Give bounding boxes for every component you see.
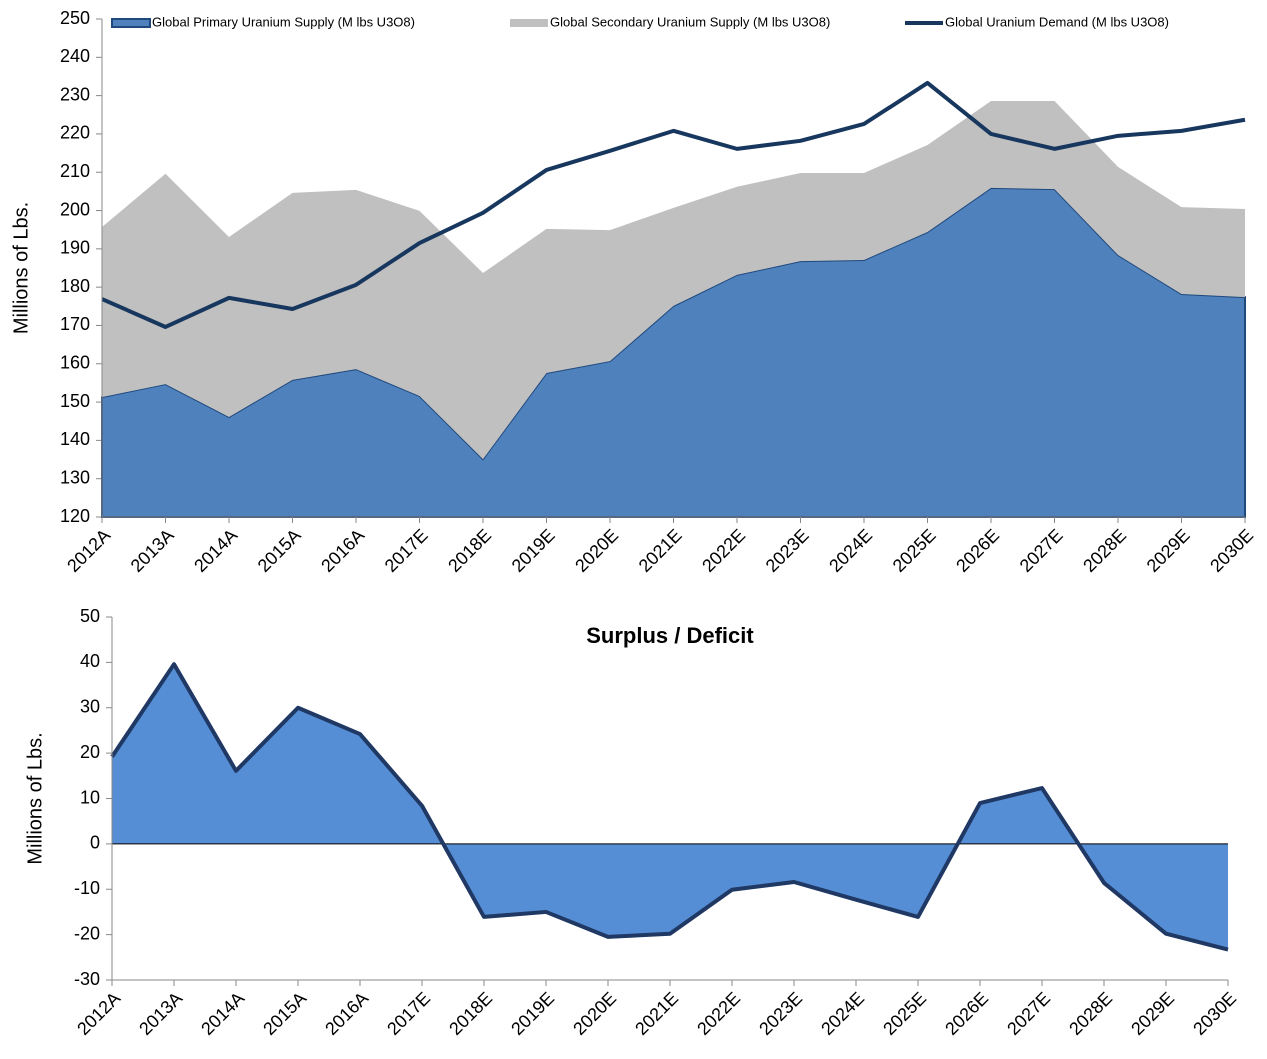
y-tick-label: 0 — [90, 833, 100, 853]
x-tick-label: 2030E — [1189, 988, 1240, 1039]
area — [102, 100, 1245, 460]
y-tick-label: 120 — [60, 506, 90, 526]
area-outline — [110, 662, 1229, 952]
x-tick-label: 2014A — [197, 988, 248, 1039]
x-tick-label: 2021E — [635, 525, 686, 576]
y-axis-title: Millions of Lbs. — [24, 732, 46, 864]
x-tick-label: 2030E — [1206, 525, 1257, 576]
y-tick-label: 20 — [80, 742, 100, 762]
x-tick-label: 2024E — [817, 988, 868, 1039]
y-tick-label: 130 — [60, 467, 90, 487]
x-tick-label: 2028E — [1065, 988, 1116, 1039]
x-tick-label: 2021E — [631, 988, 682, 1039]
x-tick-label: 2015A — [259, 988, 310, 1039]
legend-swatch — [111, 18, 151, 28]
x-tick-label: 2027E — [1003, 988, 1054, 1039]
x-tick-label: 2014A — [190, 525, 241, 576]
y-tick-label: 230 — [60, 84, 90, 104]
y-axis-title: Millions of Lbs. — [10, 202, 32, 334]
y-tick-label: 30 — [80, 697, 100, 717]
y-tick-label: 250 — [60, 8, 90, 28]
x-tick-label: 2029E — [1127, 988, 1178, 1039]
y-tick-label: 50 — [80, 606, 100, 626]
x-tick-label: 2024E — [825, 525, 876, 576]
x-tick-label: 2017E — [381, 525, 432, 576]
y-tick-label: 170 — [60, 314, 90, 334]
x-tick-label: 2012A — [63, 525, 114, 576]
legend-label: Global Primary Uranium Supply (M lbs U3O… — [152, 14, 415, 29]
line — [101, 80, 1246, 329]
x-tick-label: 2023E — [762, 525, 813, 576]
x-tick-label: 2020E — [571, 525, 622, 576]
y-tick-label: 160 — [60, 353, 90, 373]
x-tick-label: 2012A — [73, 988, 124, 1039]
y-tick-label: -30 — [74, 969, 100, 989]
x-tick-label: 2013A — [127, 525, 178, 576]
x-tick-label: 2026E — [952, 525, 1003, 576]
area — [112, 664, 1228, 950]
y-tick-label: -20 — [74, 923, 100, 943]
y-tick-label: 210 — [60, 161, 90, 181]
x-tick-label: 2027E — [1016, 525, 1067, 576]
y-tick-label: 40 — [80, 651, 100, 671]
legend-swatch — [510, 19, 548, 27]
x-tick-label: 2016A — [321, 988, 372, 1039]
x-tick-label: 2029E — [1143, 525, 1194, 576]
y-tick-label: 150 — [60, 391, 90, 411]
x-tick-label: 2025E — [889, 525, 940, 576]
x-tick-label: 2018E — [445, 988, 496, 1039]
y-tick-label: 140 — [60, 429, 90, 449]
legend-label: Global Secondary Uranium Supply (M lbs U… — [550, 14, 830, 29]
x-tick-label: 2018E — [444, 525, 495, 576]
x-tick-label: 2013A — [135, 988, 186, 1039]
x-tick-label: 2022E — [698, 525, 749, 576]
y-tick-label: 240 — [60, 46, 90, 66]
y-tick-label: 190 — [60, 238, 90, 258]
x-tick-label: 2023E — [755, 988, 806, 1039]
y-tick-label: 180 — [60, 276, 90, 296]
x-tick-label: 2028E — [1079, 525, 1130, 576]
x-tick-label: 2019E — [508, 525, 559, 576]
legend-label: Global Uranium Demand (M lbs U3O8) — [945, 14, 1169, 29]
x-tick-label: 2026E — [941, 988, 992, 1039]
x-tick-label: 2025E — [879, 988, 930, 1039]
x-tick-label: 2015A — [254, 525, 305, 576]
x-tick-label: 2016A — [317, 525, 368, 576]
y-tick-label: 220 — [60, 123, 90, 143]
y-tick-label: -10 — [74, 878, 100, 898]
x-tick-label: 2022E — [693, 988, 744, 1039]
x-tick-label: 2017E — [383, 988, 434, 1039]
chart-title: Surplus / Deficit — [586, 623, 754, 648]
y-tick-label: 10 — [80, 787, 100, 807]
x-tick-label: 2019E — [507, 988, 558, 1039]
y-tick-label: 200 — [60, 199, 90, 219]
x-tick-label: 2020E — [569, 988, 620, 1039]
